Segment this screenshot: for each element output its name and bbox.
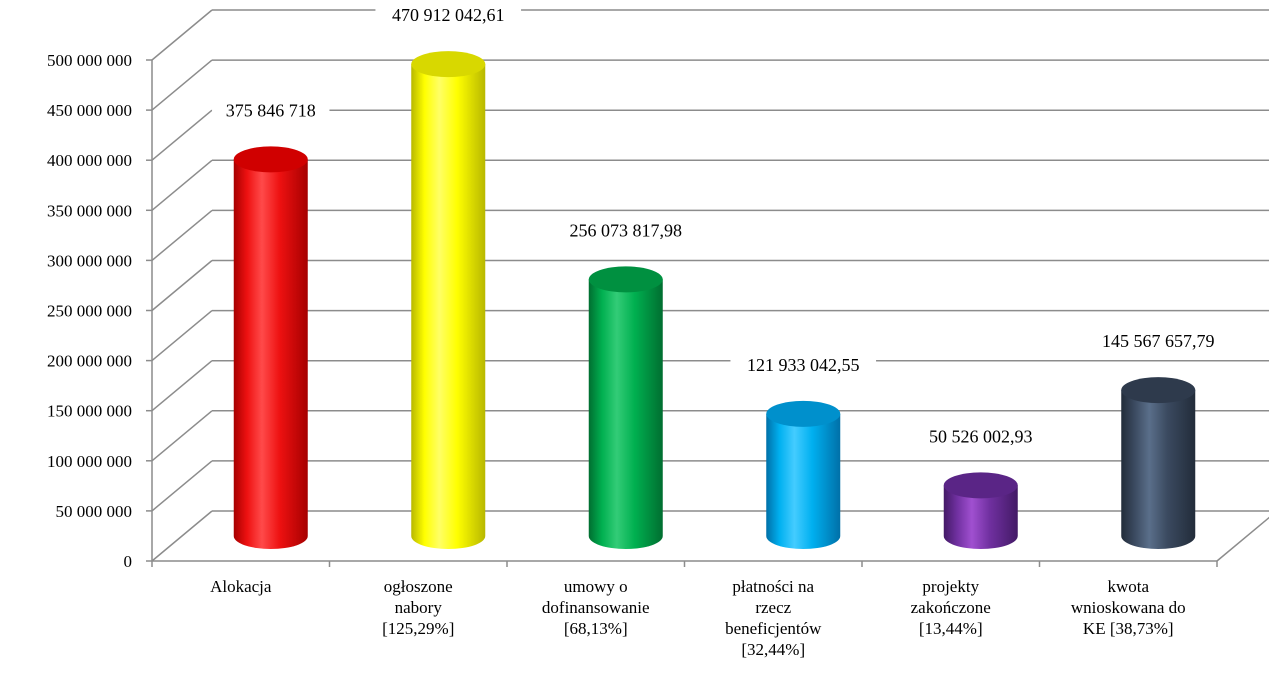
x-category-label: ogłoszone [384, 577, 453, 596]
side-gridline [151, 410, 213, 462]
data-label-group: 256 073 817,98 [552, 216, 699, 244]
y-tick-label: 300 000 000 [47, 251, 132, 270]
y-tick-label: 50 000 000 [56, 502, 133, 521]
data-label: 145 567 657,79 [1102, 331, 1215, 351]
bar [943, 472, 1018, 549]
x-category-label: umowy o [564, 577, 628, 596]
side-gridline [151, 360, 213, 412]
side-gridline [151, 9, 213, 61]
side-gridline [151, 109, 213, 161]
bar [411, 51, 486, 550]
data-label-group: 145 567 657,79 [1085, 327, 1232, 355]
y-tick-label: 100 000 000 [47, 452, 132, 471]
x-category-label: dofinansowanie [542, 598, 650, 617]
x-category-label: rzecz [755, 598, 791, 617]
x-category-label: kwota [1107, 577, 1149, 596]
data-label-group: 50 526 002,93 [912, 422, 1049, 450]
x-category-label: [32,44%] [741, 640, 805, 659]
bar-body [588, 279, 663, 549]
x-category-label: projekty [922, 577, 979, 596]
y-tick-label: 200 000 000 [47, 352, 132, 371]
y-tick-labels: 0 50 000 000 100 000 000 150 000 000 200 000… [47, 51, 132, 571]
data-label-background [375, 1, 522, 29]
y-tick-label: 400 000 000 [47, 151, 132, 170]
side-gridline [151, 310, 213, 362]
bar [588, 266, 663, 549]
data-label-group: 470 912 042,61 [375, 1, 522, 29]
data-label-group: 375 846 718 [212, 96, 330, 124]
data-label-background [730, 350, 877, 378]
bar-body [943, 485, 1018, 549]
x-category-label: Alokacja [210, 577, 272, 596]
bar-body [233, 159, 308, 549]
side-gridline [151, 159, 213, 211]
floor-right-edge [1216, 516, 1269, 562]
data-label-background [912, 422, 1049, 450]
side-gridline [151, 209, 213, 261]
y-tick-label: 0 [124, 552, 133, 571]
x-category-label: [13,44%] [919, 619, 983, 638]
data-label-background [552, 216, 699, 244]
bar [1121, 377, 1196, 549]
y-tick-label: 350 000 000 [47, 201, 132, 220]
side-gridline [151, 59, 213, 111]
data-label: 470 912 042,61 [392, 5, 505, 25]
x-category-label: beneficjentów [725, 619, 822, 638]
data-label-background [212, 96, 330, 124]
y-tick-label: 450 000 000 [47, 101, 132, 120]
bar-body [411, 64, 486, 550]
bar-body [766, 413, 841, 549]
data-label: 121 933 042,55 [747, 355, 860, 375]
x-category-label: wnioskowana do [1071, 598, 1186, 617]
y-tick-label: 500 000 000 [47, 51, 132, 70]
y-tick-label: 150 000 000 [47, 402, 132, 421]
data-label-group: 121 933 042,55 [730, 350, 877, 378]
x-category-label: zakończone [911, 598, 991, 617]
x-category-label: KE [38,73%] [1083, 619, 1174, 638]
bar-top [766, 400, 841, 427]
data-label: 256 073 817,98 [570, 220, 683, 240]
bar-top [943, 472, 1018, 499]
x-category-labels: Alokacja ogłoszone nabory [125,29%] umowy o d… [210, 577, 1186, 659]
data-label-background [1085, 327, 1232, 355]
side-gridline [151, 510, 213, 562]
x-category-label: nabory [395, 598, 443, 617]
data-label: 50 526 002,93 [929, 426, 1033, 446]
x-category-label: [125,29%] [382, 619, 454, 638]
y-tick-label: 250 000 000 [47, 302, 132, 321]
bar-top [233, 146, 308, 173]
x-category-label: [68,13%] [564, 619, 628, 638]
bar [233, 146, 308, 549]
side-gridline [151, 259, 213, 312]
bar-body [1121, 390, 1196, 549]
bar [766, 400, 841, 549]
side-gridline [151, 460, 213, 512]
data-label: 375 846 718 [226, 100, 316, 120]
bars [233, 51, 1196, 550]
x-category-label: płatności na [732, 577, 814, 596]
bar-top [411, 51, 486, 78]
gridlines [146, 9, 1269, 567]
bar-top [588, 266, 663, 293]
bar-top [1121, 377, 1196, 404]
